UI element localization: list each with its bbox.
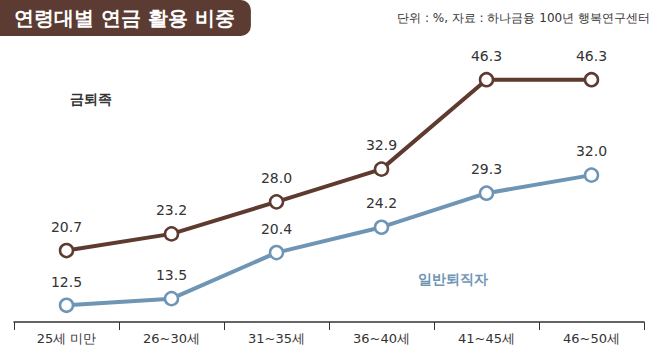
svg-text:32.9: 32.9 <box>366 137 397 153</box>
svg-text:23.2: 23.2 <box>156 202 187 218</box>
svg-text:26~30세: 26~30세 <box>143 331 200 346</box>
svg-text:32.0: 32.0 <box>576 143 607 159</box>
svg-text:20.7: 20.7 <box>51 219 82 235</box>
svg-text:31~35세: 31~35세 <box>248 331 305 346</box>
svg-text:36~40세: 36~40세 <box>353 331 410 346</box>
svg-text:12.5: 12.5 <box>51 274 82 290</box>
svg-text:24.2: 24.2 <box>366 195 397 211</box>
svg-text:46~50세: 46~50세 <box>563 331 620 346</box>
svg-text:46.3: 46.3 <box>471 48 502 64</box>
svg-text:28.0: 28.0 <box>261 170 292 186</box>
svg-text:일반퇴직자: 일반퇴직자 <box>418 271 488 287</box>
svg-text:연령대별 연금 활용 비중: 연령대별 연금 활용 비중 <box>14 6 235 30</box>
svg-text:20.4: 20.4 <box>261 221 292 237</box>
svg-text:41~45세: 41~45세 <box>458 331 515 346</box>
svg-text:46.3: 46.3 <box>576 48 607 64</box>
svg-text:29.3: 29.3 <box>471 161 502 177</box>
svg-text:25세 미만: 25세 미만 <box>37 331 97 346</box>
svg-text:단위 : %, 자료 : 하나금융 100년 행복연구센터: 단위 : %, 자료 : 하나금융 100년 행복연구센터 <box>397 11 650 25</box>
svg-text:13.5: 13.5 <box>156 267 187 283</box>
svg-text:금퇴족: 금퇴족 <box>70 91 112 107</box>
